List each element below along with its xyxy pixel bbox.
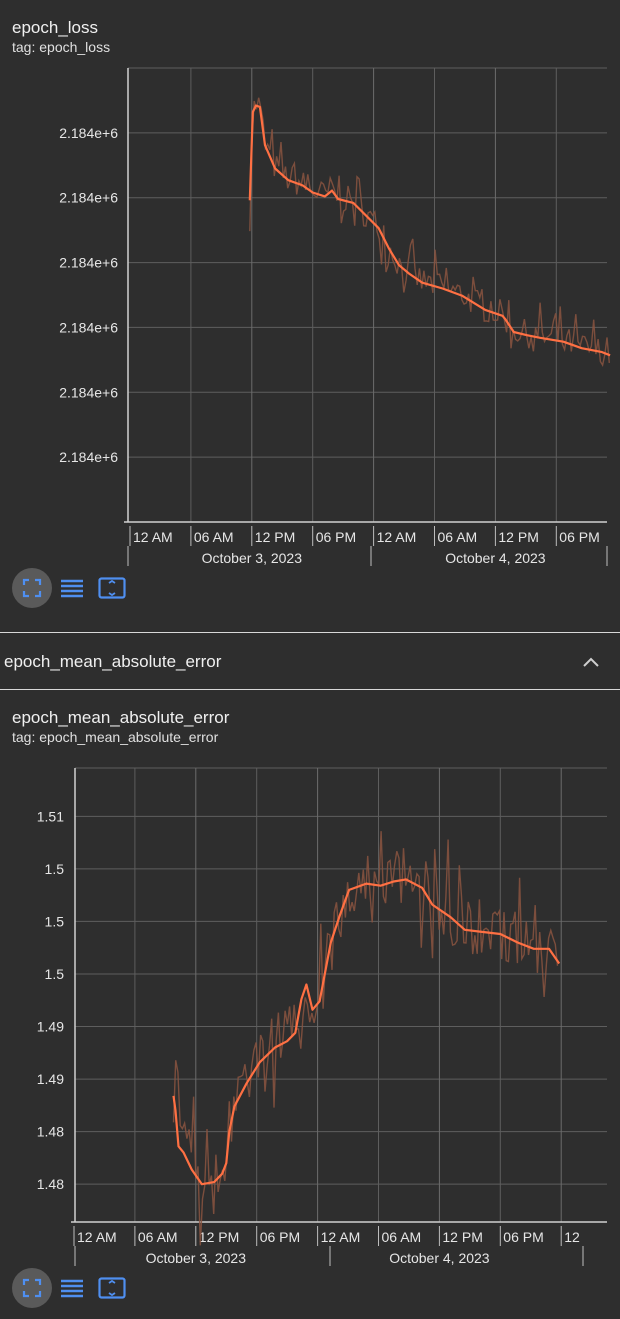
raw-series-line: [172, 831, 559, 1246]
y-tick-label: 2.184e+6: [59, 125, 118, 141]
smoothed-series-line: [248, 104, 611, 357]
y-tick-label: 1.5: [45, 913, 65, 929]
x-tick-label: 12 PM: [498, 529, 538, 545]
fullscreen-icon: [22, 578, 42, 598]
x-tick-label: 12: [564, 1229, 580, 1245]
x-date-label: October 4, 2023: [445, 550, 546, 566]
x-tick-label: 06 PM: [260, 1229, 300, 1245]
chart-toolbar: [12, 1268, 132, 1308]
legend-toggle-button[interactable]: [52, 1268, 92, 1308]
legend-toggle-button[interactable]: [52, 568, 92, 608]
x-tick-label: 06 AM: [382, 1229, 422, 1245]
epoch-mean-absolute-error-chart[interactable]: 1.51 1.5 1.5 1.5 1.49 1.49 1.48 1.48 12 AM 06 AM 1…: [0, 690, 620, 1270]
y-tick-label: 2.184e+6: [59, 319, 118, 335]
y-tick-label: 1.5: [45, 861, 65, 877]
x-date-label: October 3, 2023: [146, 1250, 247, 1266]
y-tick-label: 1.48: [37, 1124, 64, 1140]
chart-toolbar: [12, 568, 132, 608]
section-divider-bottom: [0, 689, 620, 690]
chevron-up-icon[interactable]: [580, 651, 602, 673]
chart-title: epoch_loss: [12, 18, 99, 37]
y-tick-label: 1.5: [45, 966, 65, 982]
fit-domain-button[interactable]: [92, 568, 132, 608]
x-tick-label: 06 PM: [559, 529, 599, 545]
y-tick-label: 1.49: [37, 1071, 64, 1087]
y-tick-label: 2.184e+6: [59, 384, 118, 400]
fit-domain-icon: [98, 1277, 126, 1299]
fullscreen-icon: [22, 1278, 42, 1298]
epoch-loss-chart[interactable]: 2.184e+6 2.184e+6 2.184e+6 2.184e+6 2.184e+6…: [0, 0, 620, 570]
x-tick-label: 12 PM: [255, 529, 295, 545]
chart-tag: tag: epoch_loss: [12, 39, 111, 55]
section-header[interactable]: epoch_mean_absolute_error: [0, 633, 620, 689]
x-tick-label: 06 PM: [503, 1229, 543, 1245]
x-tick-label: 06 AM: [138, 1229, 178, 1245]
fit-domain-icon: [98, 577, 126, 599]
chart-tag: tag: epoch_mean_absolute_error: [12, 729, 219, 745]
x-tick-label: 12 AM: [133, 529, 173, 545]
smoothed-series-line: [172, 878, 561, 1186]
x-tick-label: 06 AM: [438, 529, 478, 545]
raw-series-line: [249, 97, 610, 367]
chart-card-mean-absolute-error: epoch_mean_absolute_error tag: epoch_mea…: [0, 690, 620, 1319]
legend-list-icon: [61, 579, 83, 598]
y-tick-label: 2.184e+6: [59, 190, 118, 206]
fit-domain-button[interactable]: [92, 1268, 132, 1308]
x-tick-label: 06 AM: [194, 529, 234, 545]
y-tick-label: 2.184e+6: [59, 449, 118, 465]
y-tick-label: 1.51: [37, 808, 64, 824]
fullscreen-button[interactable]: [12, 1268, 52, 1308]
x-tick-label: 12 PM: [442, 1229, 482, 1245]
fullscreen-button[interactable]: [12, 568, 52, 608]
x-date-label: October 3, 2023: [202, 550, 303, 566]
x-tick-label: 12 AM: [321, 1229, 361, 1245]
y-tick-label: 1.48: [37, 1176, 64, 1192]
x-tick-label: 12 PM: [199, 1229, 239, 1245]
x-tick-label: 06 PM: [316, 529, 356, 545]
x-tick-label: 12 AM: [377, 529, 417, 545]
chart-card-epoch-loss: epoch_loss tag: epoch_loss 2.184e+6 2.184…: [0, 0, 620, 632]
section-title: epoch_mean_absolute_error: [4, 652, 222, 671]
x-tick-label: 12 AM: [77, 1229, 117, 1245]
x-date-label: October 4, 2023: [389, 1250, 490, 1266]
legend-list-icon: [61, 1279, 83, 1298]
y-tick-label: 1.49: [37, 1019, 64, 1035]
section-divider-top: [0, 632, 620, 633]
y-tick-label: 2.184e+6: [59, 255, 118, 271]
chart-title: epoch_mean_absolute_error: [12, 708, 230, 727]
